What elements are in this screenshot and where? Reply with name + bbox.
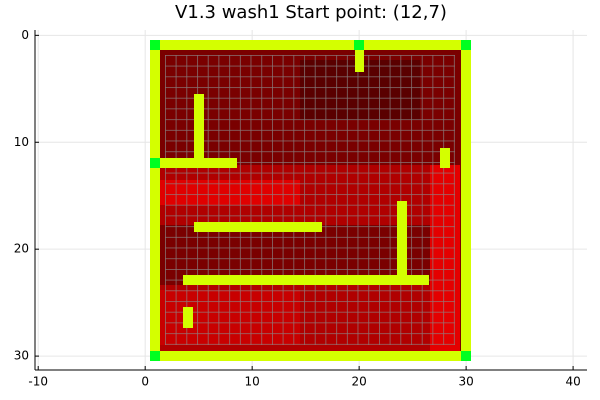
x-tick-label: -10	[28, 375, 48, 389]
chart-title: V1.3 wash1 Start point: (12,7)	[175, 2, 447, 23]
y-tick-label: 10	[14, 135, 29, 149]
y-tick-label: 20	[14, 242, 29, 256]
x-tick-label: 10	[245, 375, 260, 389]
x-tick-label: 20	[351, 375, 366, 389]
x-tick-label: 40	[565, 375, 580, 389]
heatmap-image	[150, 40, 471, 361]
y-tick-label: 0	[21, 28, 29, 42]
y-tick-label: 30	[14, 349, 29, 363]
x-tick-label: 30	[458, 375, 473, 389]
x-tick-label: 0	[141, 375, 149, 389]
